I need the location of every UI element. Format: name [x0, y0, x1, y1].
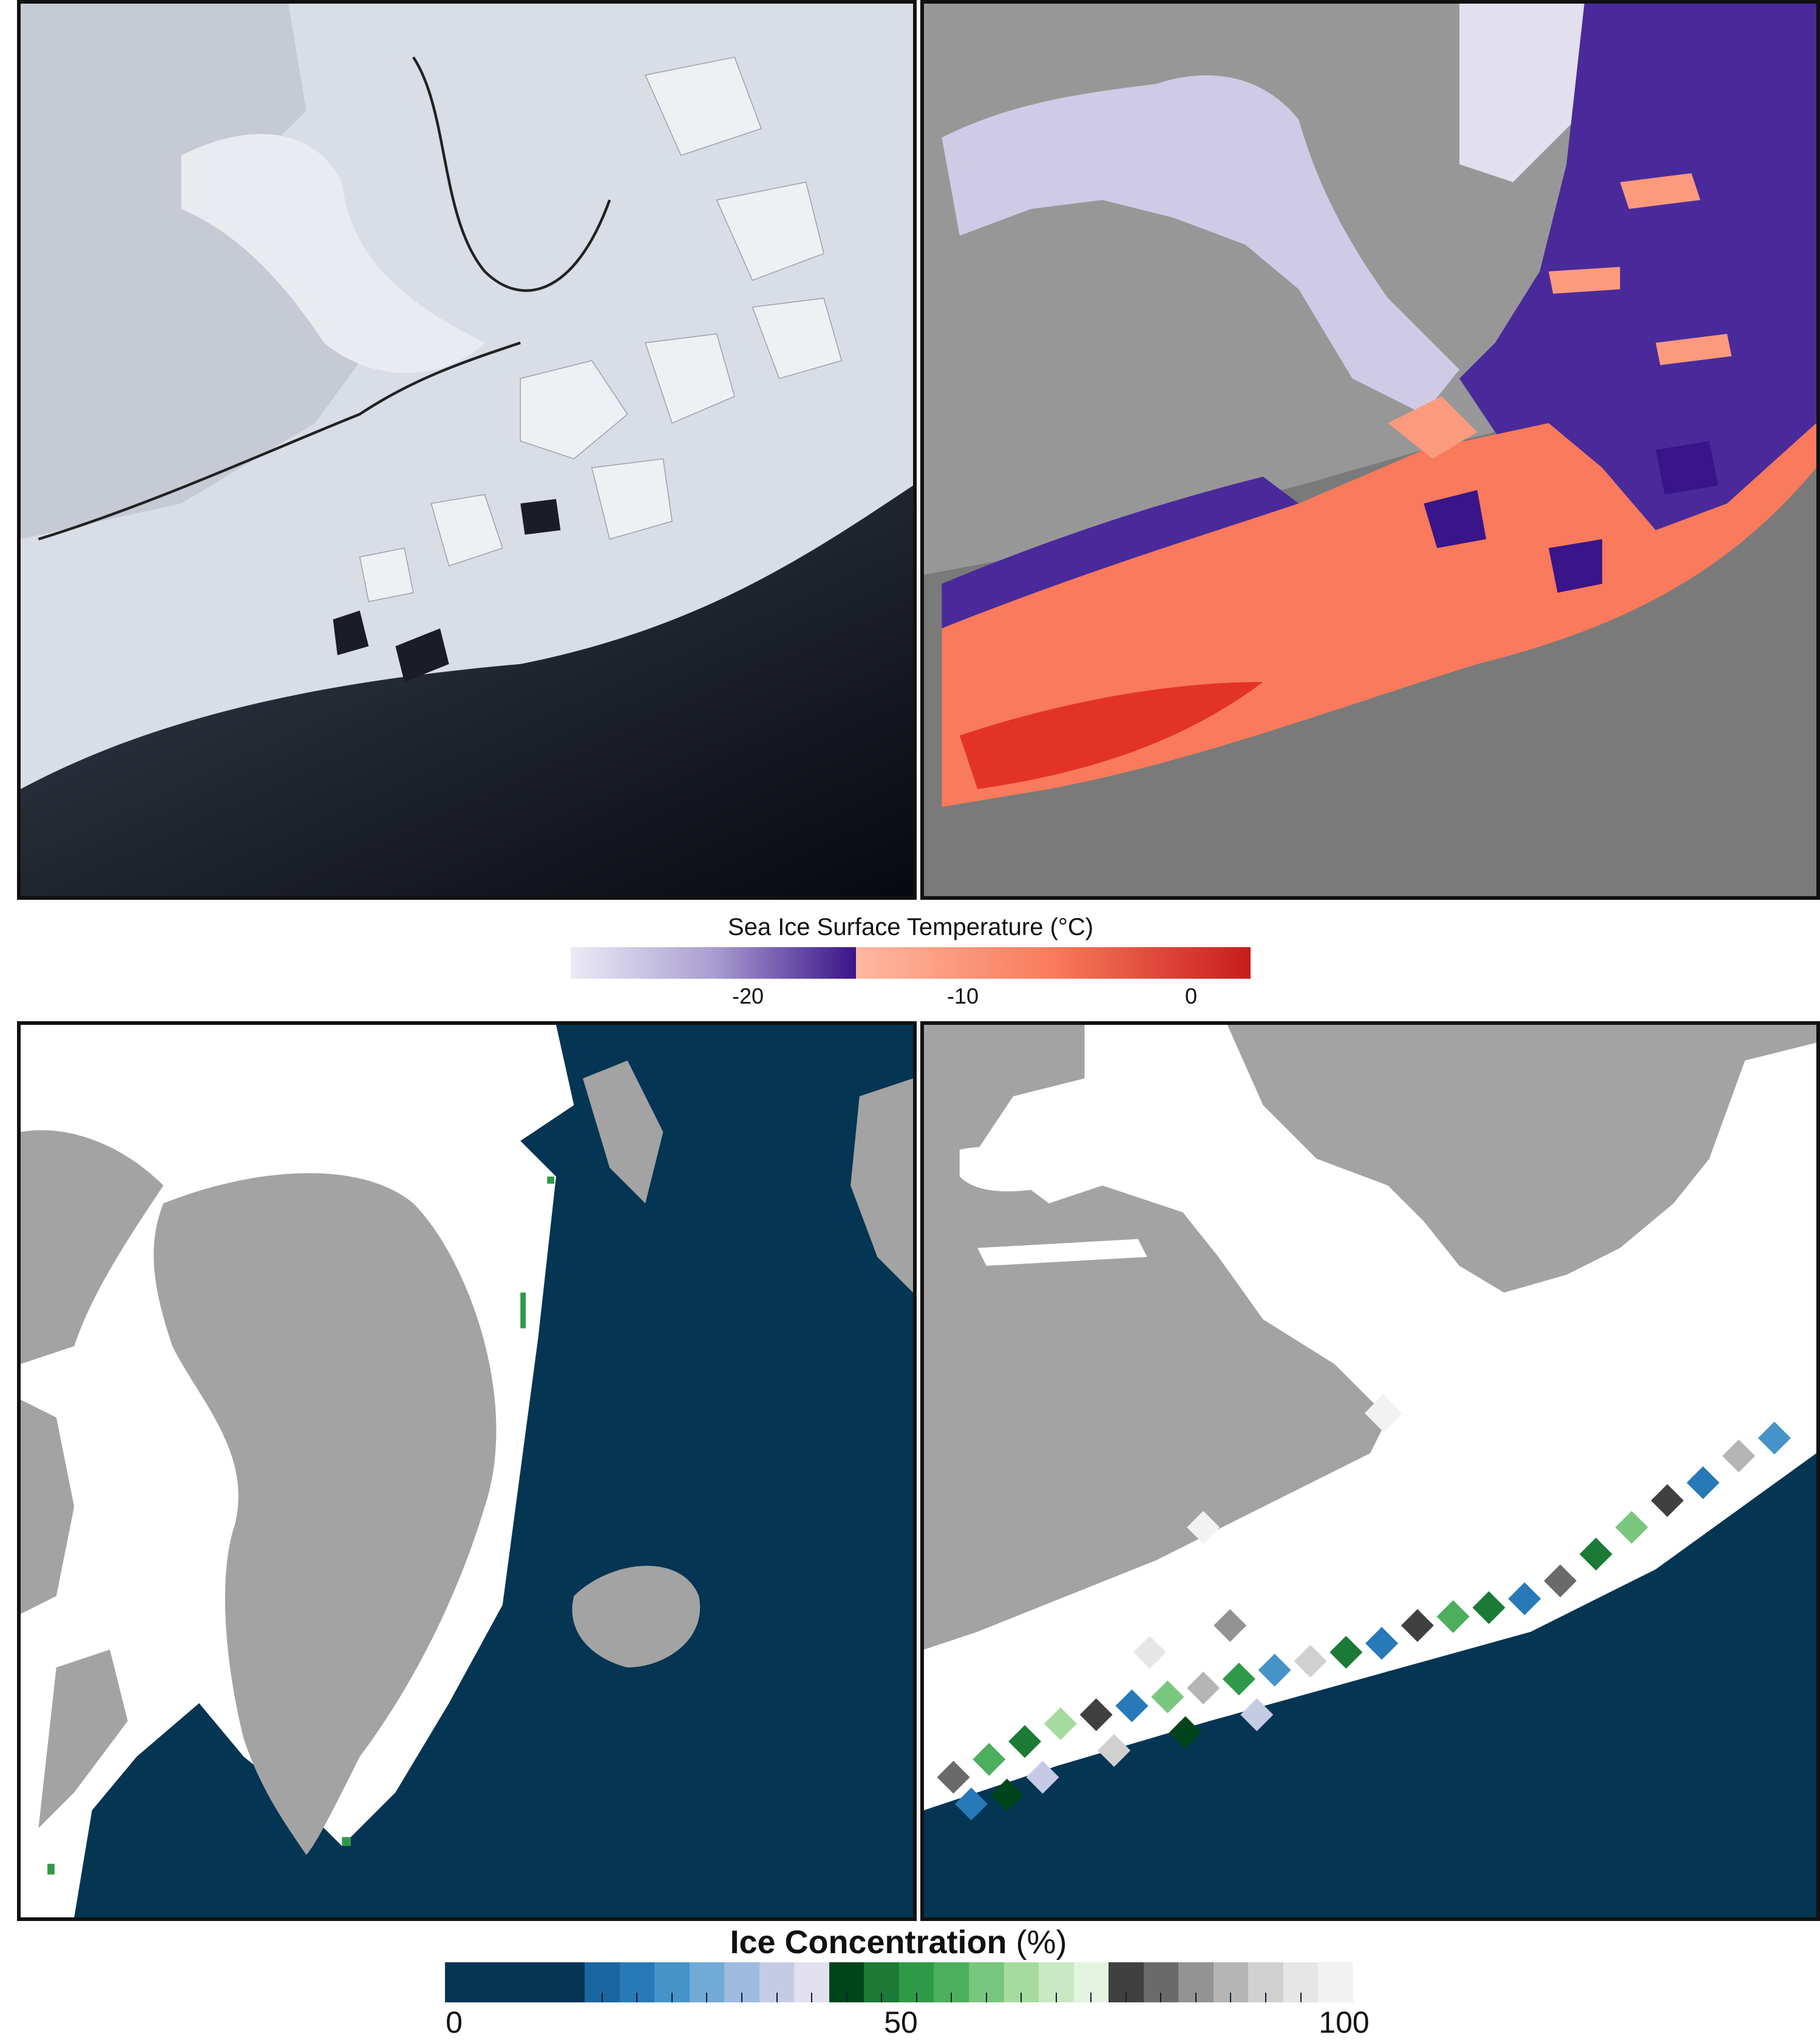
zoomed-ice-concentration-map [924, 1025, 1816, 1917]
ice-colorbar-swatch [794, 1962, 829, 2002]
ice-colorbar-swatch [864, 1962, 899, 2002]
ice-colorbar-swatch [1073, 1962, 1109, 2002]
ice-colorbar-swatch [759, 1962, 795, 2002]
temperature-tick-0: 0 [1184, 984, 1198, 1008]
ice-colorbar-swatch [1039, 1962, 1074, 2002]
ice-colorbar-swatch [480, 1962, 515, 2002]
ice-colorbar-swatch [1248, 1962, 1283, 2002]
regional-ice-concentration-map [21, 1025, 913, 1917]
ice-colorbar-tick-mark [1020, 1993, 1022, 2002]
ice-colorbar-tick-mark [881, 1993, 883, 2002]
ice-colorbar-swatch [898, 1962, 934, 2002]
ice-colorbar-tick-mark [1055, 1993, 1057, 2002]
ice-colorbar-swatch [689, 1962, 725, 2002]
ice-colorbar-tick-mark [1090, 1993, 1092, 2002]
ice-colorbar-tick-mark [951, 1993, 952, 2002]
true-color-satellite-panel [17, 0, 917, 900]
temperature-tick-minus10: -10 [946, 984, 979, 1008]
ice-colorbar-title-bold: Ice Concentration [730, 1924, 1007, 1960]
ice-colorbar-swatch [829, 1962, 864, 2002]
ice-colorbar-swatch [1283, 1962, 1319, 2002]
ice-colorbar-tick-mark [1160, 1993, 1162, 2002]
ice-colorbar-tick-mark [706, 1993, 708, 2002]
ice-colorbar-swatch [654, 1962, 690, 2002]
ice-tick-0: 0 [446, 2005, 463, 2039]
ice-concentration-colorbar [445, 1962, 1353, 2002]
ice-colorbar-tick-mark [601, 1993, 603, 2002]
regional-ice-concentration-panel [17, 1021, 917, 1921]
ice-colorbar-swatch [549, 1962, 585, 2002]
ice-colorbar-tick-mark [915, 1993, 917, 2002]
ice-colorbar-tick-mark [1125, 1993, 1127, 2002]
ice-colorbar-tick-mark [1265, 1993, 1266, 2002]
ice-colorbar-tick-mark [741, 1993, 743, 2002]
ice-colorbar-swatch [1213, 1962, 1249, 2002]
surface-temperature-panel [920, 0, 1820, 900]
ice-tick-100: 100 [1319, 2005, 1370, 2039]
ice-colorbar-swatch [585, 1962, 620, 2002]
ice-colorbar-swatch [724, 1962, 759, 2002]
ice-colorbar-swatch [1318, 1962, 1353, 2002]
zoomed-ice-concentration-panel [920, 1021, 1820, 1921]
temperature-colorbar [571, 947, 1251, 979]
ice-colorbar-swatch [968, 1962, 1004, 2002]
ice-colorbar-swatch [445, 1962, 480, 2002]
temperature-colorbar-title: Sea Ice Surface Temperature (°C) [727, 914, 1094, 940]
ice-colorbar-tick-mark [1195, 1993, 1197, 2002]
ice-colorbar-swatch [619, 1962, 655, 2002]
ice-colorbar-tick-mark [1230, 1993, 1232, 2002]
surface-temperature-map [924, 4, 1816, 896]
ice-colorbar-tick-mark [811, 1993, 813, 2002]
ice-colorbar-swatch [1178, 1962, 1214, 2002]
ice-colorbar-swatch [1109, 1962, 1144, 2002]
ice-tick-50: 50 [884, 2005, 918, 2039]
ice-colorbar-tick-mark [671, 1993, 673, 2002]
ice-colorbar-tick-mark [846, 1993, 847, 2002]
ice-colorbar-swatch [1003, 1962, 1039, 2002]
ice-colorbar-tick-mark [985, 1993, 987, 2002]
ice-colorbar-tick-mark [636, 1993, 638, 2002]
ice-colorbar-title-unit: (%) [1016, 1924, 1067, 1960]
true-color-image [21, 4, 913, 896]
ice-colorbar-tick-mark [1300, 1993, 1302, 2002]
ice-colorbar-swatch [1143, 1962, 1179, 2002]
ice-colorbar-swatch [515, 1962, 550, 2002]
temperature-tick-minus20: -20 [732, 984, 764, 1008]
ice-colorbar-swatch [934, 1962, 969, 2002]
ice-colorbar-tick-mark [776, 1993, 778, 2002]
ice-colorbar-title: Ice Concentration (%) [443, 1923, 1354, 1961]
